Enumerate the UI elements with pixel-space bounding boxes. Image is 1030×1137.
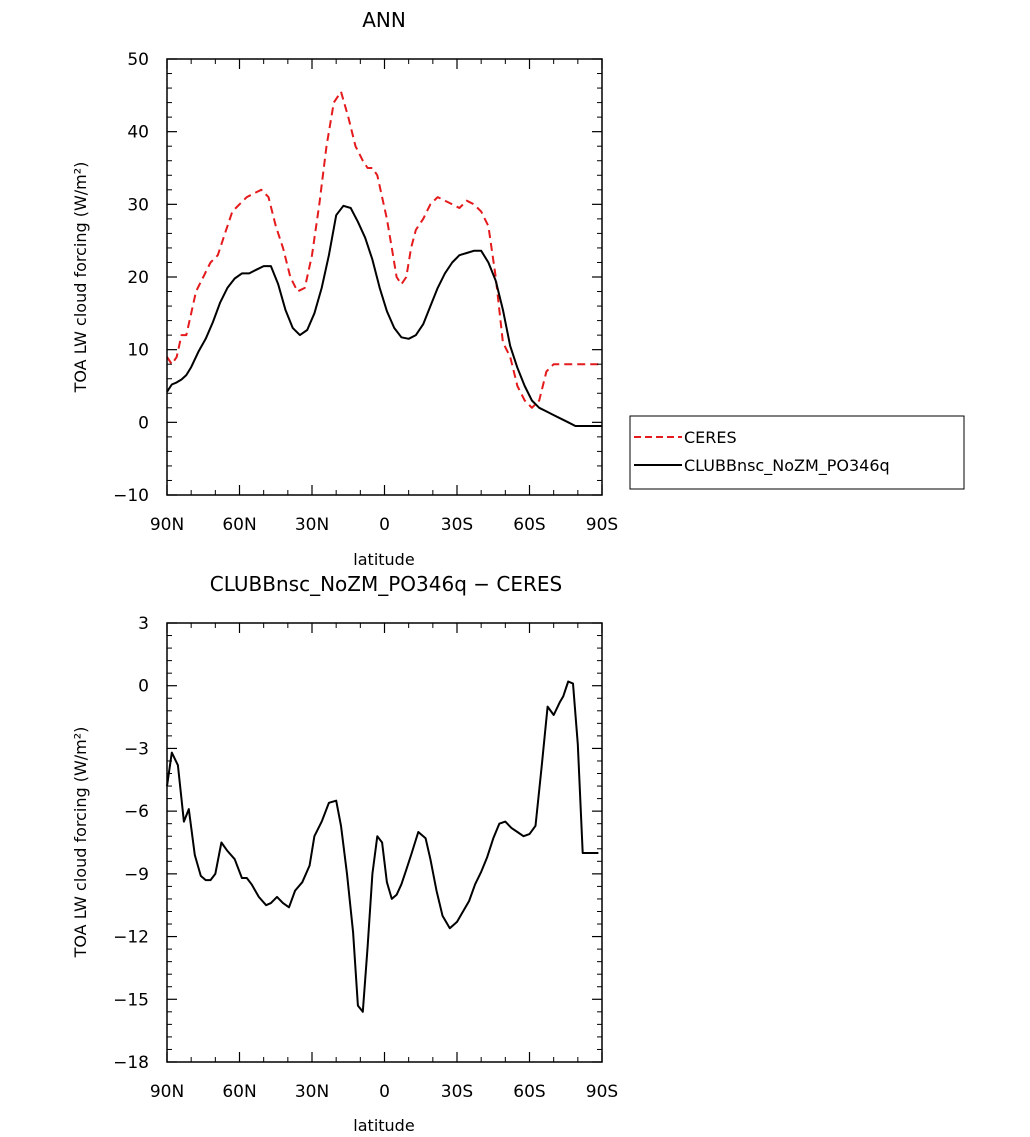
panel2-xtick-label: 0 bbox=[379, 1082, 390, 1102]
panel1-ytick-label: 0 bbox=[138, 413, 149, 433]
panel2-ytick-label: 0 bbox=[138, 677, 149, 697]
panel1-ytick-label: 30 bbox=[127, 195, 149, 215]
panel1-xtick-label: 60N bbox=[222, 515, 256, 535]
panel1-x-axis-label: latitude bbox=[353, 550, 414, 569]
panel2-series-line-0 bbox=[166, 680, 599, 1013]
panel1-series-ceres bbox=[166, 90, 602, 409]
panel2-ytick-label: −6 bbox=[124, 802, 149, 822]
panel1-plot-frame bbox=[166, 58, 603, 496]
panel1-xtick-label: 60S bbox=[513, 515, 545, 535]
legend: CERES CLUBBnsc_NoZM_PO346q bbox=[629, 415, 965, 490]
panel2-xtick-label: 90S bbox=[586, 1082, 618, 1102]
panel2-xtick-label: 60S bbox=[513, 1082, 545, 1102]
panel2-ytick-label: −12 bbox=[113, 928, 149, 948]
panel2-title: CLUBBnsc_NoZM_PO346q − CERES bbox=[210, 572, 562, 596]
legend-label-ceres: CERES bbox=[684, 428, 737, 447]
panel1-title: ANN bbox=[362, 8, 406, 32]
panel2-xtick-label: 30N bbox=[295, 1082, 329, 1102]
panel2-xtick-label: 90N bbox=[150, 1082, 184, 1102]
panel1-y-axis-label: TOA LW cloud forcing (W/m²) bbox=[71, 162, 90, 394]
panel1-xtick-label: 0 bbox=[379, 515, 390, 535]
legend-label-model: CLUBBnsc_NoZM_PO346q bbox=[684, 456, 890, 476]
panel1-ytick-label: 10 bbox=[127, 341, 149, 361]
panel2-ytick-label: −18 bbox=[113, 1053, 149, 1073]
panel1-ytick-label: −10 bbox=[113, 486, 149, 506]
panel1-series-clubbnsc-nozm-po346q bbox=[166, 204, 602, 427]
panel1-ytick-label: 20 bbox=[127, 268, 149, 288]
panel2-ytick-label: 3 bbox=[138, 614, 149, 634]
panel1-ytick-label: 50 bbox=[127, 50, 149, 70]
panel2-plot-frame bbox=[166, 622, 603, 1063]
panel2-ytick-label: −9 bbox=[124, 865, 149, 885]
panel1-ytick-label: 40 bbox=[127, 123, 149, 143]
panel2-xtick-label: 60N bbox=[222, 1082, 256, 1102]
panel1-xtick-label: 30S bbox=[441, 515, 473, 535]
panel2-ytick-label: −3 bbox=[124, 739, 149, 759]
panel2-ytick-label: −15 bbox=[113, 990, 149, 1010]
panel1-xtick-label: 30N bbox=[295, 515, 329, 535]
panel1-xtick-label: 90S bbox=[586, 515, 618, 535]
panel1-xtick-label: 90N bbox=[150, 515, 184, 535]
legend-box bbox=[629, 415, 965, 490]
panel2-xtick-label: 30S bbox=[441, 1082, 473, 1102]
panel2-x-axis-label: latitude bbox=[353, 1116, 414, 1135]
panel2-y-axis-label: TOA LW cloud forcing (W/m²) bbox=[71, 727, 90, 959]
